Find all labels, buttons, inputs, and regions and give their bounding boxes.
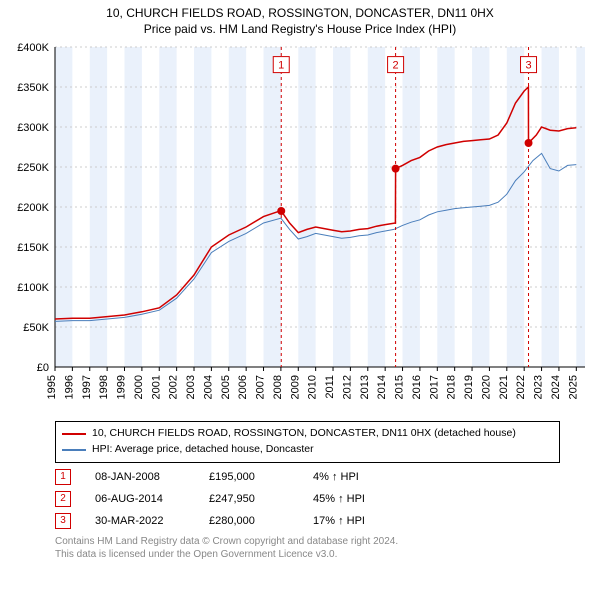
event-row: 3 30-MAR-2022 £280,000 17% ↑ HPI <box>55 513 600 529</box>
svg-text:1996: 1996 <box>63 375 75 399</box>
event-pct: 45% ↑ HPI <box>313 493 403 505</box>
svg-text:2009: 2009 <box>289 375 301 399</box>
footer-line2: This data is licensed under the Open Gov… <box>55 548 600 561</box>
svg-text:2000: 2000 <box>133 375 145 399</box>
svg-text:1998: 1998 <box>98 375 110 399</box>
title-line1: 10, CHURCH FIELDS ROAD, ROSSINGTON, DONC… <box>0 6 600 22</box>
svg-text:£300K: £300K <box>17 122 49 134</box>
svg-text:2007: 2007 <box>255 375 267 399</box>
svg-text:2004: 2004 <box>202 375 214 399</box>
event-price: £195,000 <box>209 471 289 483</box>
svg-text:£250K: £250K <box>17 162 49 174</box>
svg-text:£400K: £400K <box>17 42 49 54</box>
svg-text:1995: 1995 <box>46 375 58 399</box>
event-price: £280,000 <box>209 515 289 527</box>
event-date: 06-AUG-2014 <box>95 493 185 505</box>
svg-text:£200K: £200K <box>17 202 49 214</box>
footer-line1: Contains HM Land Registry data © Crown c… <box>55 535 600 548</box>
svg-text:£50K: £50K <box>23 322 49 334</box>
svg-text:2006: 2006 <box>237 375 249 399</box>
event-badge: 3 <box>55 513 71 529</box>
chart-svg: £0 £50K £100K £150K £200K £250K £300K £350K £400… <box>0 37 600 417</box>
event-badge: 1 <box>55 469 71 485</box>
svg-text:£350K: £350K <box>17 82 49 94</box>
svg-text:2023: 2023 <box>533 375 545 399</box>
svg-text:1: 1 <box>278 60 284 72</box>
svg-text:2017: 2017 <box>428 375 440 399</box>
svg-text:2013: 2013 <box>359 375 371 399</box>
svg-text:2: 2 <box>393 60 399 72</box>
legend-row: HPI: Average price, detached house, Donc… <box>62 442 553 458</box>
svg-text:2010: 2010 <box>307 375 319 399</box>
title-line2: Price paid vs. HM Land Registry's House … <box>0 22 600 38</box>
legend-swatch <box>62 433 86 435</box>
svg-text:2001: 2001 <box>150 375 162 399</box>
event-pct: 17% ↑ HPI <box>313 515 403 527</box>
svg-text:2020: 2020 <box>480 375 492 399</box>
svg-text:2002: 2002 <box>168 375 180 399</box>
event-row: 1 08-JAN-2008 £195,000 4% ↑ HPI <box>55 469 600 485</box>
svg-text:1997: 1997 <box>81 375 93 399</box>
chart-area: £0 £50K £100K £150K £200K £250K £300K £350K £400… <box>0 37 600 417</box>
event-date: 08-JAN-2008 <box>95 471 185 483</box>
legend: 10, CHURCH FIELDS ROAD, ROSSINGTON, DONC… <box>55 421 560 463</box>
svg-text:2024: 2024 <box>550 375 562 399</box>
svg-text:3: 3 <box>525 60 531 72</box>
legend-swatch <box>62 449 86 451</box>
footer: Contains HM Land Registry data © Crown c… <box>55 535 600 561</box>
svg-text:2014: 2014 <box>376 375 388 399</box>
svg-text:2003: 2003 <box>185 375 197 399</box>
events-table: 1 08-JAN-2008 £195,000 4% ↑ HPI 2 06-AUG… <box>55 469 600 529</box>
svg-text:2005: 2005 <box>220 375 232 399</box>
event-price: £247,950 <box>209 493 289 505</box>
svg-text:2018: 2018 <box>446 375 458 399</box>
legend-label: 10, CHURCH FIELDS ROAD, ROSSINGTON, DONC… <box>92 426 516 442</box>
svg-text:£150K: £150K <box>17 242 49 254</box>
svg-text:£100K: £100K <box>17 282 49 294</box>
chart-title: 10, CHURCH FIELDS ROAD, ROSSINGTON, DONC… <box>0 0 600 37</box>
svg-text:2012: 2012 <box>341 375 353 399</box>
event-badge: 2 <box>55 491 71 507</box>
svg-text:2011: 2011 <box>324 375 336 399</box>
event-row: 2 06-AUG-2014 £247,950 45% ↑ HPI <box>55 491 600 507</box>
legend-label: HPI: Average price, detached house, Donc… <box>92 442 314 458</box>
svg-text:2022: 2022 <box>515 375 527 399</box>
svg-text:2019: 2019 <box>463 375 475 399</box>
svg-text:2016: 2016 <box>411 375 423 399</box>
legend-row: 10, CHURCH FIELDS ROAD, ROSSINGTON, DONC… <box>62 426 553 442</box>
svg-text:2015: 2015 <box>394 375 406 399</box>
event-date: 30-MAR-2022 <box>95 515 185 527</box>
svg-text:2021: 2021 <box>498 375 510 399</box>
svg-text:1999: 1999 <box>116 375 128 399</box>
svg-text:2025: 2025 <box>567 375 579 399</box>
svg-text:2008: 2008 <box>272 375 284 399</box>
svg-text:£0: £0 <box>37 362 49 374</box>
event-pct: 4% ↑ HPI <box>313 471 403 483</box>
